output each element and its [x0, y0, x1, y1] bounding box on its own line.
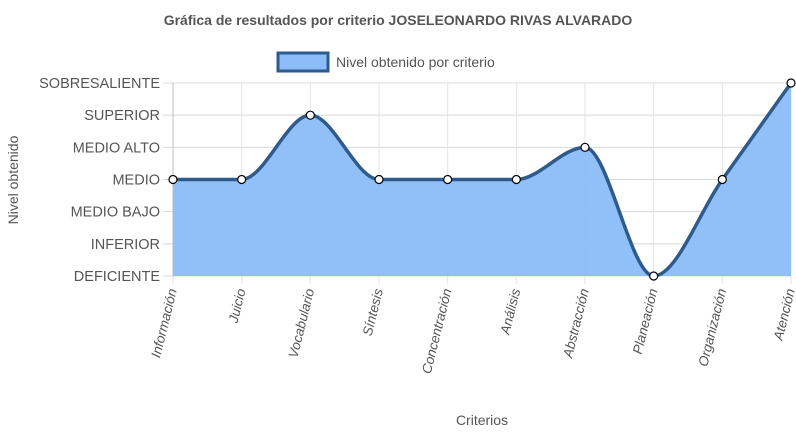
data-point[interactable] [305, 110, 315, 120]
x-tick-label: Planeación [630, 287, 661, 355]
data-point[interactable] [237, 174, 247, 185]
data-point[interactable] [443, 174, 453, 185]
y-tick-label: SUPERIOR [84, 108, 160, 124]
x-tick-label: Concentración [419, 287, 455, 375]
data-point[interactable] [511, 174, 521, 185]
y-axis-title: Nivel obtenido [5, 135, 21, 224]
y-tick-label: SOBRESALIENTE [39, 76, 160, 92]
y-axis: DEFICIENTE INFERIOR MEDIO BAJO MEDIO MEDIO A… [39, 76, 160, 285]
x-axis-title: Criterios [456, 412, 508, 428]
legend-swatch [276, 51, 330, 73]
y-tick-label: DEFICIENTE [74, 269, 161, 285]
series-area [173, 81, 793, 278]
data-point[interactable] [374, 174, 384, 185]
x-tick-label: Abstracción [560, 287, 592, 360]
x-tick-label: Atención [770, 287, 796, 343]
series-line [173, 81, 793, 278]
x-tick-label: Vocabulario [286, 287, 318, 360]
chart-title: Gráfica de resultados por criterio JOSEL… [164, 12, 633, 28]
x-tick-label: Juicio [225, 287, 248, 326]
x-tick-label: Análisis [497, 287, 523, 337]
y-tick-label: MEDIO BAJO [71, 205, 160, 221]
y-tick-label: MEDIO ALTO [73, 140, 160, 156]
data-point[interactable] [649, 271, 659, 281]
data-point[interactable] [580, 142, 590, 152]
data-point[interactable] [168, 174, 178, 185]
y-tick-label: MEDIO [112, 173, 160, 189]
x-tick-label: Organización [695, 287, 729, 368]
legend[interactable]: Nivel obtenido por criterio [276, 51, 495, 73]
legend-label: Nivel obtenido por criterio [336, 54, 495, 70]
series-points [168, 78, 796, 281]
x-axis: Información Juicio Vocabulario Síntesis Conc… [148, 287, 796, 376]
data-point[interactable] [786, 78, 796, 88]
data-point[interactable] [717, 174, 727, 185]
x-tick-label: Síntesis [360, 287, 386, 337]
y-tick-label: INFERIOR [91, 237, 160, 253]
x-tick-label: Información [148, 287, 180, 359]
